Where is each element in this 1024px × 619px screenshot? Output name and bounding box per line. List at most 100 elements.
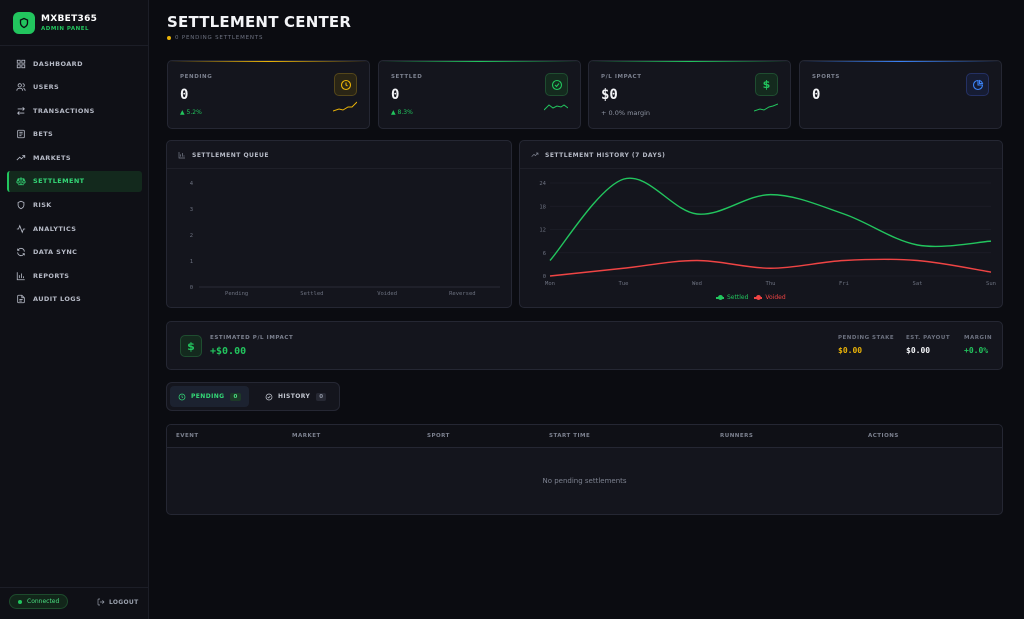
sparkline: [754, 103, 778, 112]
tab-count-badge: 0: [316, 392, 327, 401]
column-header-start-time[interactable]: START TIME: [549, 433, 591, 439]
chart-title: SETTLEMENT HISTORY (7 DAYS): [531, 151, 665, 159]
connection-status-label: Connected: [27, 598, 60, 605]
est-payout-stat: EST. PAYOUT $0.00: [906, 335, 950, 355]
x-tick-label: Thu: [766, 281, 776, 287]
sidebar-divider: [0, 45, 148, 46]
card-accent-line: [379, 61, 580, 62]
arrows-icon: [17, 106, 25, 115]
column-header-actions[interactable]: ACTIONS: [868, 433, 899, 439]
chart-divider: [167, 168, 511, 169]
pending-count-text: 0 PENDING SETTLEMENTS: [175, 35, 264, 41]
column-header-event[interactable]: EVENT: [176, 433, 199, 439]
logout-label: LOGOUT: [109, 598, 139, 606]
clock-icon: [178, 393, 186, 400]
sidebar-item-audit-logs[interactable]: AUDIT LOGS: [7, 289, 142, 310]
y-tick-label: 2: [190, 233, 193, 239]
tab-history[interactable]: HISTORY 0: [257, 386, 334, 407]
sidebar-item-label: DASHBOARD: [33, 59, 83, 68]
settlements-table: EVENT MARKET SPORT START TIME RUNNERS AC…: [166, 424, 1003, 515]
y-tick-label: 1: [190, 259, 193, 265]
logout-button[interactable]: LOGOUT: [97, 598, 139, 606]
trending-icon: [16, 154, 26, 161]
sidebar-footer-divider: [0, 587, 148, 588]
stat-trend: ▲ 5.2%: [180, 109, 202, 116]
sidebar-item-transactions[interactable]: TRANSACTIONS: [7, 100, 142, 121]
status-dot-icon: [18, 599, 22, 604]
clock-icon: [334, 73, 357, 96]
stat-label: SPORTS: [812, 74, 840, 80]
pending-stake-stat: PENDING STAKE $0.00: [838, 335, 894, 355]
grid-icon: [16, 59, 26, 68]
brand-subtitle: ADMIN PANEL: [41, 25, 90, 32]
x-tick-label: Fri: [839, 281, 849, 287]
sidebar-item-label: DATA SYNC: [33, 248, 78, 257]
chart-legend: Settled Voided: [716, 294, 792, 301]
settlement-history-card: SETTLEMENT HISTORY (7 DAYS) 0 6 12 18 24 Mon T…: [519, 140, 1003, 308]
empty-state-message: No pending settlements: [542, 477, 627, 485]
y-tick-label: 0: [543, 274, 546, 280]
column-header-sport[interactable]: SPORT: [427, 433, 450, 439]
sidebar-item-label: BETS: [33, 130, 54, 139]
stat-value: $0.00: [906, 346, 931, 355]
check-circle-icon: [265, 393, 273, 400]
brand[interactable]: MXBET365 ADMIN PANEL: [13, 12, 97, 34]
sidebar-item-risk[interactable]: RISK: [7, 195, 142, 216]
sidebar-item-dashboard[interactable]: DASHBOARD: [7, 53, 142, 74]
impact-label: ESTIMATED P/L IMPACT: [210, 335, 294, 341]
sidebar-item-label: SETTLEMENT: [33, 177, 85, 186]
card-accent-line: [168, 61, 369, 62]
column-header-market[interactable]: MARKET: [292, 433, 321, 439]
x-tick-label: Tue: [619, 281, 629, 287]
brand-name: MXBET365: [41, 13, 98, 24]
sidebar-nav: DASHBOARD USERS TRANSACTIONS BETS MARKET…: [7, 53, 142, 313]
dollar-icon: $: [180, 335, 202, 357]
sidebar-item-users[interactable]: USERS: [7, 77, 142, 98]
sidebar-item-label: RISK: [33, 201, 52, 210]
scale-icon: [16, 177, 26, 186]
sidebar-item-data-sync[interactable]: DATA SYNC: [7, 242, 142, 263]
x-tick-label: Settled: [300, 291, 323, 297]
x-tick-label: Mon: [545, 281, 555, 287]
legend-label: Voided: [765, 294, 786, 301]
card-accent-line: [589, 61, 790, 62]
column-header-runners[interactable]: RUNNERS: [720, 433, 754, 439]
history-chart-title: SETTLEMENT HISTORY (7 DAYS): [545, 151, 666, 159]
sidebar-item-markets[interactable]: MARKETS: [7, 147, 142, 168]
tab-count-badge: 0: [230, 392, 241, 401]
stat-label: P/L IMPACT: [601, 74, 642, 80]
stat-value: 0: [812, 87, 821, 103]
logout-icon: [97, 598, 105, 606]
x-tick-label: Sat: [913, 281, 923, 287]
impact-value: +$0.00: [210, 346, 247, 357]
stat-label: PENDING STAKE: [838, 335, 895, 341]
legend-item-settled[interactable]: Settled: [716, 294, 748, 301]
sidebar-item-analytics[interactable]: ANALYTICS: [7, 218, 142, 239]
sidebar-item-settlement[interactable]: SETTLEMENT: [7, 170, 142, 192]
chart-title: SETTLEMENT QUEUE: [178, 151, 269, 159]
sidebar-item-reports[interactable]: REPORTS: [7, 265, 142, 286]
check-circle-icon: [545, 73, 568, 96]
y-tick-label: 4: [190, 181, 194, 187]
trending-icon: [531, 152, 539, 157]
legend-swatch: [716, 295, 724, 300]
sidebar-item-bets[interactable]: BETS: [7, 124, 142, 145]
page-title: SETTLEMENT CENTER: [167, 13, 352, 31]
settlement-queue-card: SETTLEMENT QUEUE 0 1 2 3 4 Pending Settled Void…: [166, 140, 512, 308]
y-tick-label: 12: [539, 228, 546, 234]
stat-value: 0: [391, 87, 400, 103]
stat-note: + 0.0% margin: [601, 109, 651, 117]
settlement-tabs: PENDING 0 HISTORY 0: [166, 382, 340, 411]
sidebar-item-label: ANALYTICS: [33, 224, 77, 233]
activity-icon: [16, 224, 26, 234]
legend-item-voided[interactable]: Voided: [754, 294, 786, 301]
margin-stat: MARGIN +0.0%: [964, 335, 992, 355]
bar-chart-icon: [16, 272, 25, 281]
stat-label: PENDING: [180, 74, 213, 80]
stat-label: EST. PAYOUT: [906, 335, 951, 341]
stat-card-pending: PENDING 0 ▲ 5.2%: [167, 60, 370, 129]
receipt-icon: [17, 130, 25, 139]
series-line-voided: [549, 258, 992, 277]
users-icon: [16, 83, 26, 91]
tab-pending[interactable]: PENDING 0: [170, 386, 249, 407]
